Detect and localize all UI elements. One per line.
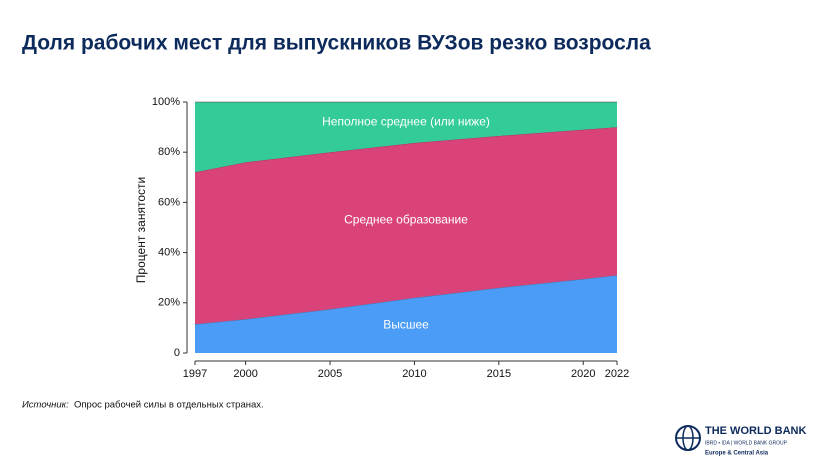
x-tick-label: 2022 xyxy=(605,368,629,380)
area xyxy=(195,127,617,325)
area-label: Среднее образование xyxy=(344,213,468,227)
source-text: Опрос рабочей силы в отдельных странах. xyxy=(74,400,264,411)
chart-title: Доля рабочих мест для выпускников ВУЗов … xyxy=(22,32,651,55)
logo: THE WORLD BANK IBRD • IDA | WORLD BANK G… xyxy=(675,425,806,457)
x-tick-label: 1997 xyxy=(183,368,207,380)
y-axis-label: Процент занятости xyxy=(134,177,148,283)
y-tick-label: 100% xyxy=(152,96,180,108)
x-tick-label: 2020 xyxy=(571,368,595,380)
logo-region: Europe & Central Asia xyxy=(705,451,769,457)
x-tick-label: 2000 xyxy=(233,368,257,380)
source-label: Источник: xyxy=(22,400,69,411)
x-tick-label: 2005 xyxy=(318,368,342,380)
area xyxy=(195,275,617,353)
y-tick-label: 0 xyxy=(174,347,180,359)
logo-name: THE WORLD BANK xyxy=(705,425,806,437)
y-tick-label: 40% xyxy=(158,247,180,259)
area xyxy=(195,102,617,173)
y-tick-label: 20% xyxy=(158,297,180,309)
area-label: Неполное среднее (или ниже) xyxy=(322,115,490,129)
y-tick-label: 80% xyxy=(158,146,180,158)
x-tick-label: 2015 xyxy=(487,368,511,380)
y-tick-label: 60% xyxy=(158,196,180,208)
logo-group: IBRD • IDA | WORLD BANK GROUP xyxy=(705,440,788,446)
area-label: Высшее xyxy=(383,318,429,332)
x-tick-label: 2010 xyxy=(402,368,426,380)
